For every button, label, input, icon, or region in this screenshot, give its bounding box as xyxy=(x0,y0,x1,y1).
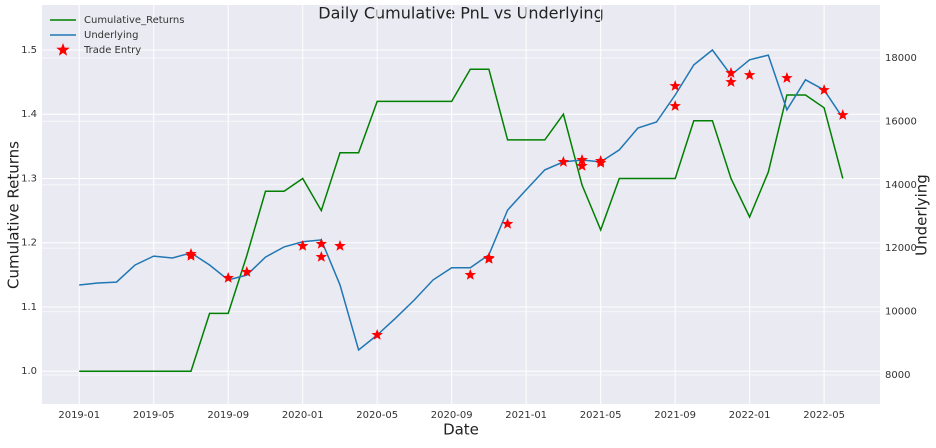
x-tick-label: 2022-05 xyxy=(803,410,845,421)
y-tick-label: 1.1 xyxy=(21,302,37,313)
trade-marker xyxy=(222,272,234,283)
y2-tick-label: 8000 xyxy=(885,370,910,381)
x-axis-label: Date xyxy=(443,421,479,439)
plot-area xyxy=(42,5,880,404)
y2-tick-label: 18000 xyxy=(885,53,917,64)
trade-marker xyxy=(669,80,681,91)
trade-marker xyxy=(315,238,327,249)
series-line xyxy=(79,68,844,372)
trade-marker xyxy=(334,240,346,251)
trade-marker xyxy=(818,84,830,95)
trade-marker xyxy=(576,154,588,165)
y2-tick-label: 10000 xyxy=(885,307,917,318)
x-tick-label: 2021-09 xyxy=(654,410,696,421)
chart-title: Daily Cumulative PnL vs Underlying xyxy=(318,4,603,23)
legend-marker xyxy=(56,43,70,56)
x-tick-label: 2022-01 xyxy=(729,410,771,421)
trade-marker xyxy=(725,67,737,78)
trade-marker xyxy=(464,269,476,280)
x-tick-label: 2021-05 xyxy=(580,410,622,421)
x-tick-label: 2019-09 xyxy=(207,410,249,421)
trade-marker xyxy=(297,240,309,251)
y-tick-label: 1.3 xyxy=(21,173,37,184)
y2-tick-label: 16000 xyxy=(885,116,917,127)
x-tick-label: 2019-01 xyxy=(58,410,100,421)
x-tick-label: 2019-05 xyxy=(133,410,175,421)
trade-marker xyxy=(371,329,383,340)
trade-marker xyxy=(669,100,681,111)
trade-marker xyxy=(725,76,737,87)
trade-marker xyxy=(501,218,514,229)
y-tick-label: 1.0 xyxy=(21,366,37,377)
legend: Cumulative_Returns Underlying Trade Entry xyxy=(50,15,184,56)
x-tick-label: 2020-01 xyxy=(282,410,324,421)
x-tick-label: 2020-09 xyxy=(431,410,473,421)
trade-marker xyxy=(781,72,793,83)
trade-marker xyxy=(743,69,756,80)
trade-marker xyxy=(241,266,253,277)
trade-marker xyxy=(185,248,197,259)
trade-marker xyxy=(837,109,849,120)
x-tick-label: 2021-01 xyxy=(505,410,547,421)
legend-label: Cumulative_Returns xyxy=(84,15,184,26)
trade-marker xyxy=(595,155,607,166)
y-axis-label: Cumulative Returns xyxy=(5,141,23,289)
y-tick-label: 1.2 xyxy=(21,238,37,249)
y-tick-label: 1.5 xyxy=(21,45,37,56)
y-tick-label: 1.4 xyxy=(21,109,37,120)
trade-marker xyxy=(483,253,495,264)
y2-axis-label: Underlying xyxy=(913,174,931,256)
legend-label: Underlying xyxy=(84,30,138,41)
legend-label: Trade Entry xyxy=(83,45,141,56)
y2-tick-label: 12000 xyxy=(885,243,917,254)
trade-marker xyxy=(576,160,588,171)
y2-tick-label: 14000 xyxy=(885,180,917,191)
trade-marker xyxy=(557,156,570,167)
x-tick-label: 2020-05 xyxy=(356,410,398,421)
series-line xyxy=(79,48,844,352)
trade-marker xyxy=(315,251,327,262)
